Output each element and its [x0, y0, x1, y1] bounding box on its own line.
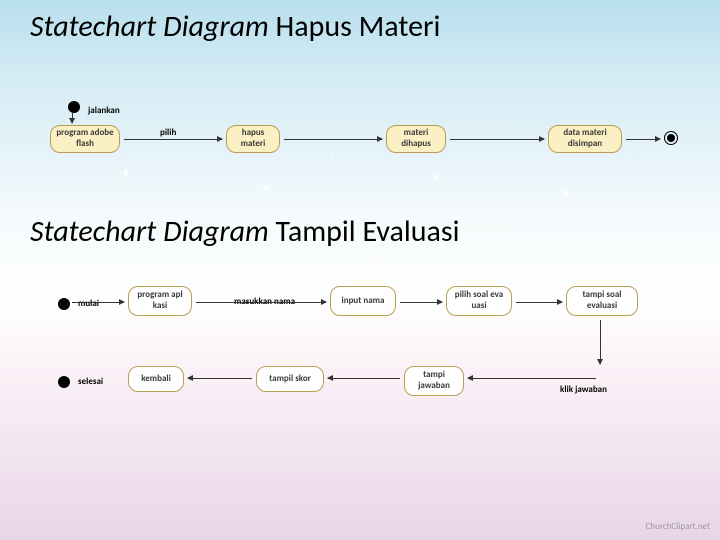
edge: [196, 302, 326, 303]
initial-state: [68, 101, 80, 113]
edge-label: klik jawaban: [560, 384, 607, 395]
watermark: ChurchClipart.net: [646, 521, 710, 532]
state-node: program adobe flash: [50, 125, 120, 153]
state-node: tampi jawaban: [404, 366, 464, 396]
edge: [450, 139, 544, 140]
edge-label: jalankan: [88, 105, 120, 116]
state-node: input nama: [330, 286, 396, 316]
diagram-hapus-materi: program adobe flash hapus materi materi di…: [0, 63, 720, 153]
state-node: kembali: [128, 366, 184, 392]
heading-1-plain: Hapus Materi: [269, 8, 441, 45]
edge: [468, 378, 596, 379]
edge-label: pilih: [160, 127, 176, 138]
state-node: pilih soal eva uasi: [446, 286, 512, 316]
heading-1-italic: Statechart Diagram: [30, 8, 269, 45]
edge: [284, 139, 382, 140]
heading-2-plain: Tampil Evaluasi: [269, 213, 460, 250]
state-node: materi dihapus: [386, 125, 446, 153]
edge: [72, 113, 73, 123]
state-node: program apl kasi: [128, 286, 192, 316]
edge-label: mulai: [78, 298, 99, 309]
edge: [626, 139, 660, 140]
state-node: tampi soal evaluasi: [566, 286, 638, 316]
edge: [328, 378, 400, 379]
edge: [600, 320, 601, 364]
heading-1: Statechart Diagram Hapus Materi: [0, 0, 720, 45]
heading-2-italic: Statechart Diagram: [30, 213, 269, 250]
state-node: data materi disimpan: [548, 125, 622, 153]
edge-label: selesai: [78, 376, 103, 387]
state-node: hapus materi: [226, 125, 280, 153]
state-node: tampil skor: [256, 366, 324, 392]
final-state: [664, 131, 678, 145]
edge: [516, 302, 562, 303]
diagram-tampil-evaluasi: program apl kasi input nama pilih soal eva…: [0, 278, 720, 458]
edge: [188, 378, 252, 379]
initial-state: [58, 298, 70, 310]
edge: [124, 139, 222, 140]
initial-state: [58, 376, 70, 388]
edge: [72, 302, 124, 303]
edge: [400, 302, 442, 303]
heading-2: Statechart Diagram Tampil Evaluasi: [0, 213, 720, 250]
